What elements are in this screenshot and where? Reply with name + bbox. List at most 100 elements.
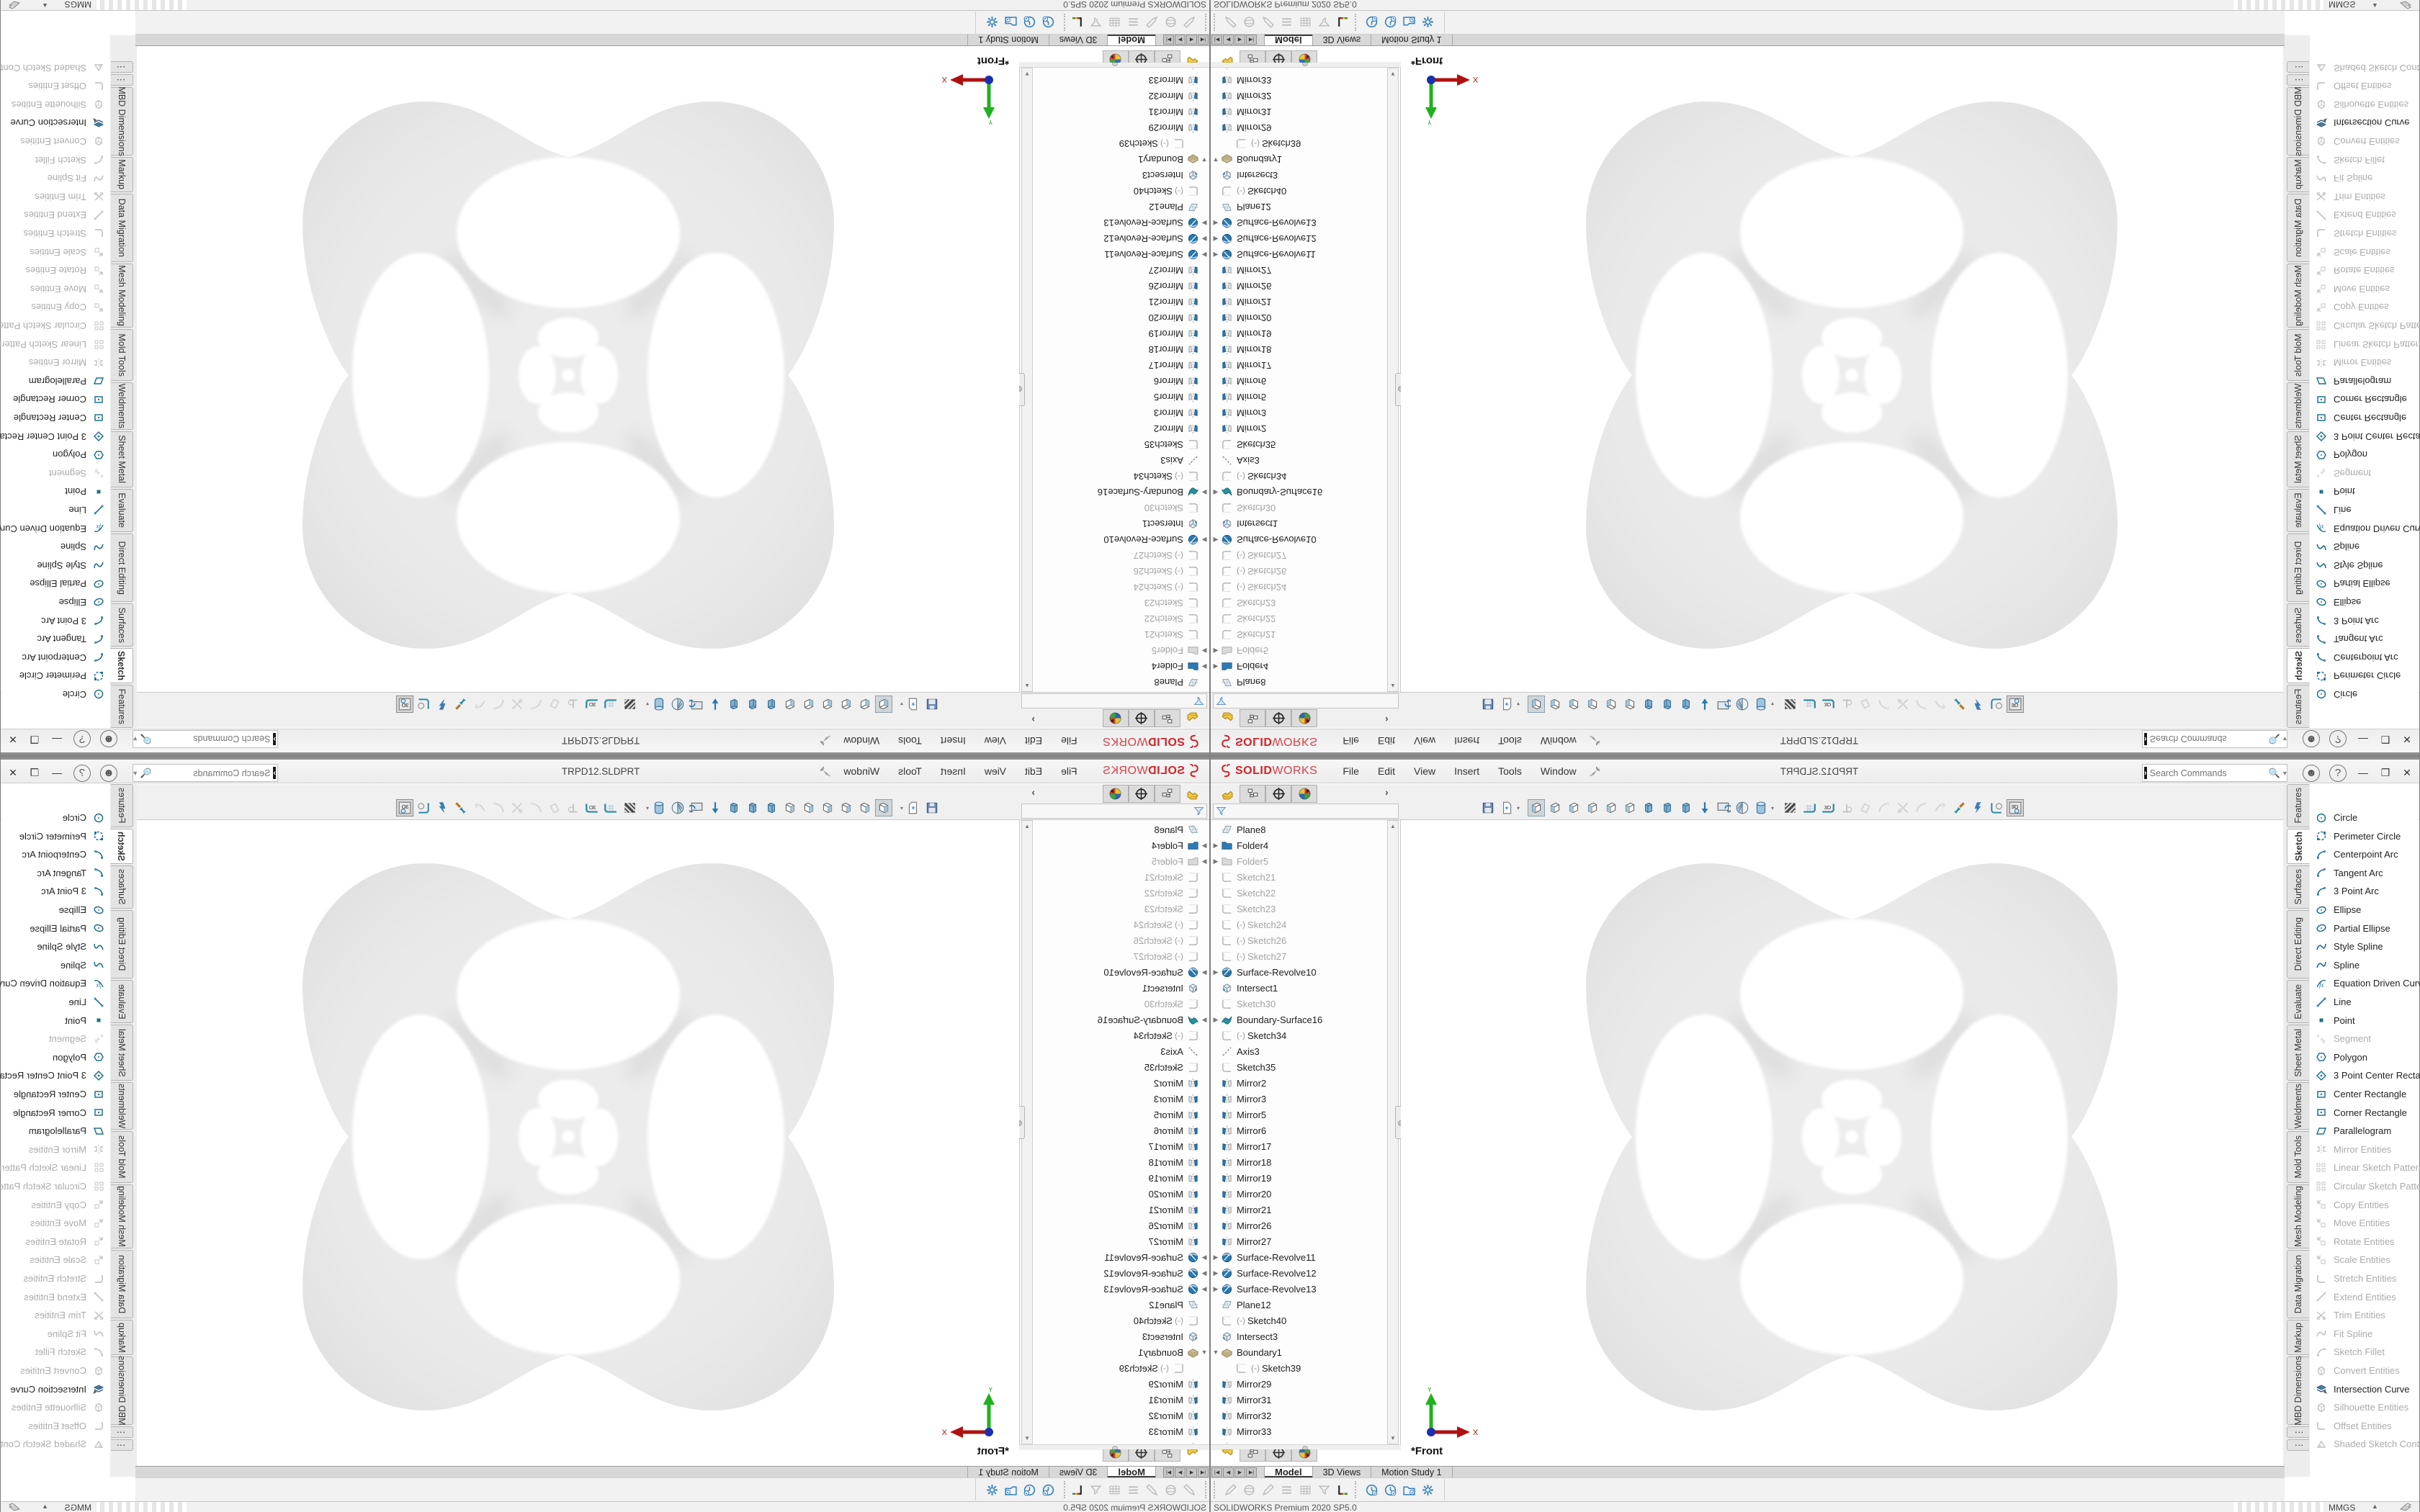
command-tab-markup[interactable]: Markup bbox=[111, 1320, 133, 1355]
configurationmanager-tab[interactable] bbox=[1129, 50, 1155, 63]
tree-item-mirror31[interactable]: Mirror31 bbox=[1032, 1392, 1209, 1408]
view-trimetric-icon[interactable] bbox=[744, 799, 761, 816]
sketch-tool-linear-sketch-pattern[interactable]: Linear Sketch Pattern bbox=[2310, 336, 2420, 354]
tree-item-folder5[interactable]: ▶ Folder5 bbox=[1032, 643, 1209, 659]
performance-monitor-icon[interactable] bbox=[1041, 14, 1057, 30]
tree-item-clipped[interactable] bbox=[1032, 1439, 1209, 1444]
command-tab-mold-tools[interactable]: Mold Tools bbox=[2287, 329, 2309, 381]
minimize-button[interactable]: — bbox=[52, 767, 62, 778]
appearance-texture-icon[interactable] bbox=[621, 799, 638, 816]
close-button[interactable]: ✕ bbox=[9, 734, 17, 745]
menu-tools[interactable]: Tools bbox=[898, 735, 922, 747]
tree-item-folder5[interactable]: ▶ Folder5 bbox=[1211, 643, 1388, 659]
command-tab-evaluate[interactable]: Evaluate bbox=[111, 980, 133, 1023]
offset-curve-icon[interactable] bbox=[1876, 696, 1893, 713]
edit-appearance-icon[interactable] bbox=[1144, 14, 1160, 30]
command-tab-evaluate[interactable]: Evaluate bbox=[111, 489, 133, 532]
sketch-tool-spline[interactable]: Spline bbox=[1, 538, 110, 556]
filter-graphics-icon[interactable] bbox=[1316, 1482, 1332, 1498]
tree-item-mirror32[interactable]: Mirror32 bbox=[1211, 1408, 1388, 1423]
normal-to-icon[interactable] bbox=[707, 696, 724, 713]
reference-point-icon[interactable] bbox=[1838, 696, 1855, 713]
equations-table-icon[interactable] bbox=[1107, 14, 1123, 30]
surface-model[interactable] bbox=[1578, 856, 2125, 1418]
sketch-tool-convert-entities[interactable]: Convert Entities bbox=[1, 1362, 110, 1380]
instant3d-icon[interactable] bbox=[1857, 696, 1874, 713]
expand-arrow-icon[interactable]: ▶ bbox=[1201, 235, 1207, 243]
expand-arrow-icon[interactable]: ▶ bbox=[1201, 857, 1207, 865]
sketch-tool-partial-ellipse[interactable]: Partial Ellipse bbox=[1, 919, 110, 937]
sketch-tool-parallelogram[interactable]: Parallelogram bbox=[1, 372, 110, 390]
tree-item-surface-revolve13[interactable]: ▶ Surface-Revolve13 bbox=[1032, 215, 1209, 231]
menu-view[interactable]: View bbox=[984, 735, 1006, 747]
tree-item-mirror32[interactable]: Mirror32 bbox=[1032, 1408, 1209, 1423]
tree-item-sketch21[interactable]: Sketch21 bbox=[1032, 627, 1209, 643]
normal-to-icon[interactable] bbox=[1696, 799, 1713, 816]
tree-item-sketch40[interactable]: (-) Sketch40 bbox=[1032, 184, 1209, 199]
sketch-tool-silhouette-entities[interactable]: Silhouette Entities bbox=[2310, 1398, 2419, 1416]
command-tab-mesh-modeling[interactable]: Mesh Modeling bbox=[111, 1184, 133, 1248]
tree-item-mirror20[interactable]: Mirror20 bbox=[1032, 1186, 1209, 1202]
menu-view[interactable]: View bbox=[1414, 735, 1436, 747]
tree-item-sketch23[interactable]: Sketch23 bbox=[1211, 901, 1388, 917]
sketch-tool-offset-entities[interactable]: Offset Entities bbox=[2310, 77, 2419, 95]
command-tab-surfaces[interactable]: Surfaces bbox=[111, 865, 133, 909]
menu-file[interactable]: File bbox=[1343, 735, 1359, 747]
sketch-tool-circular-sketch-pattern[interactable]: Circular Sketch Pattern bbox=[0, 317, 110, 335]
sketch-tool-copy-entities[interactable]: Copy Entities bbox=[1, 298, 110, 316]
doc-tab-3d-views[interactable]: 3D Views bbox=[1048, 1467, 1108, 1477]
edit-appearance-icon[interactable] bbox=[1260, 1482, 1276, 1498]
pack-and-go-icon[interactable] bbox=[1401, 14, 1417, 30]
sketch-tool-extend-entities[interactable]: Extend Entities bbox=[2310, 1288, 2419, 1306]
command-tab-markup[interactable]: Markup bbox=[111, 157, 133, 192]
dropdown-caret-icon[interactable]: ▾ bbox=[900, 701, 903, 708]
view-dimetric-icon[interactable] bbox=[1677, 696, 1695, 713]
tree-item-mirror21[interactable]: Mirror21 bbox=[1032, 1202, 1209, 1218]
view-left-icon[interactable] bbox=[838, 799, 855, 816]
expand-arrow-icon[interactable]: ▶ bbox=[1213, 857, 1219, 865]
tree-item-mirror17[interactable]: Mirror17 bbox=[1032, 358, 1209, 374]
tree-item-mirror2[interactable]: Mirror2 bbox=[1032, 1075, 1209, 1091]
help-icon[interactable]: ? bbox=[2329, 730, 2347, 747]
sketch-tool-move-entities[interactable]: Move Entities bbox=[2310, 280, 2419, 298]
display-lines-icon[interactable] bbox=[1278, 14, 1294, 30]
menu-file[interactable]: File bbox=[1061, 735, 1077, 747]
sketch-tool-convert-entities[interactable]: Convert Entities bbox=[2310, 1362, 2419, 1380]
sketch-tool-parallelogram[interactable]: Parallelogram bbox=[1, 1122, 110, 1140]
sketch-tool-convert-entities[interactable]: Convert Entities bbox=[1, 132, 110, 150]
tree-item-surface-revolve12[interactable]: ▶ Surface-Revolve12 bbox=[1211, 231, 1388, 247]
performance-chart-icon[interactable] bbox=[1070, 14, 1085, 30]
doc-tab-motion-study-1[interactable]: Motion Study 1 bbox=[1371, 1467, 1453, 1477]
tree-item-sketch26[interactable]: (-) Sketch26 bbox=[1032, 564, 1209, 580]
tree-item-folder4[interactable]: ▶ Folder4 bbox=[1032, 837, 1209, 853]
menu-edit[interactable]: Edit bbox=[1024, 735, 1043, 747]
sketch-tool-spline[interactable]: Spline bbox=[2310, 956, 2419, 974]
display-style-icon[interactable] bbox=[1752, 799, 1770, 816]
sketch-tool-sketch-fillet[interactable]: Sketch Fillet bbox=[1, 151, 110, 169]
sketch-tool-tangent-arc[interactable]: Tangent Arc bbox=[1, 864, 110, 882]
doc-tab-3d-views[interactable]: 3D Views bbox=[1312, 35, 1372, 45]
view-isometric-icon[interactable] bbox=[1640, 696, 1657, 713]
spline-pencil-icon[interactable] bbox=[471, 799, 488, 816]
sketch-tool-equation-driven-curve[interactable]: Equation Driven Curve bbox=[2310, 520, 2420, 538]
expand-arrow-icon[interactable]: ▶ bbox=[1201, 1015, 1207, 1023]
expand-arrow-icon[interactable]: ▶ bbox=[1201, 663, 1207, 671]
sketch-tool-trim-entities[interactable]: Trim Entities bbox=[2310, 1306, 2419, 1324]
configurationmanager-tab[interactable] bbox=[1129, 709, 1155, 727]
search-icon[interactable]: 🔍 bbox=[140, 734, 152, 745]
grid-3d-icon[interactable] bbox=[1819, 696, 1837, 713]
tab-nav-icon[interactable]: |◀ bbox=[1211, 35, 1222, 45]
view-left-icon[interactable] bbox=[1565, 799, 1582, 816]
appearance-sphere-icon[interactable] bbox=[1241, 14, 1257, 30]
tab-nav-icon[interactable]: |◀ bbox=[1198, 35, 1209, 45]
tree-item-surface-revolve12[interactable]: ▶ Surface-Revolve12 bbox=[1211, 1265, 1388, 1281]
surface-model[interactable] bbox=[1578, 94, 2125, 656]
view-isometric-icon[interactable] bbox=[1640, 799, 1657, 816]
view-bottom-icon[interactable] bbox=[1621, 799, 1639, 816]
tree-item-mirror26[interactable]: Mirror26 bbox=[1032, 279, 1209, 294]
view-trimetric-icon[interactable] bbox=[1659, 799, 1676, 816]
search-input[interactable] bbox=[151, 768, 274, 778]
grid-3d-icon[interactable] bbox=[583, 696, 601, 713]
scroll-up-icon[interactable]: ▲ bbox=[1390, 683, 1396, 689]
sketch-tool-perimeter-circle[interactable]: Perimeter Circle bbox=[1, 827, 110, 845]
